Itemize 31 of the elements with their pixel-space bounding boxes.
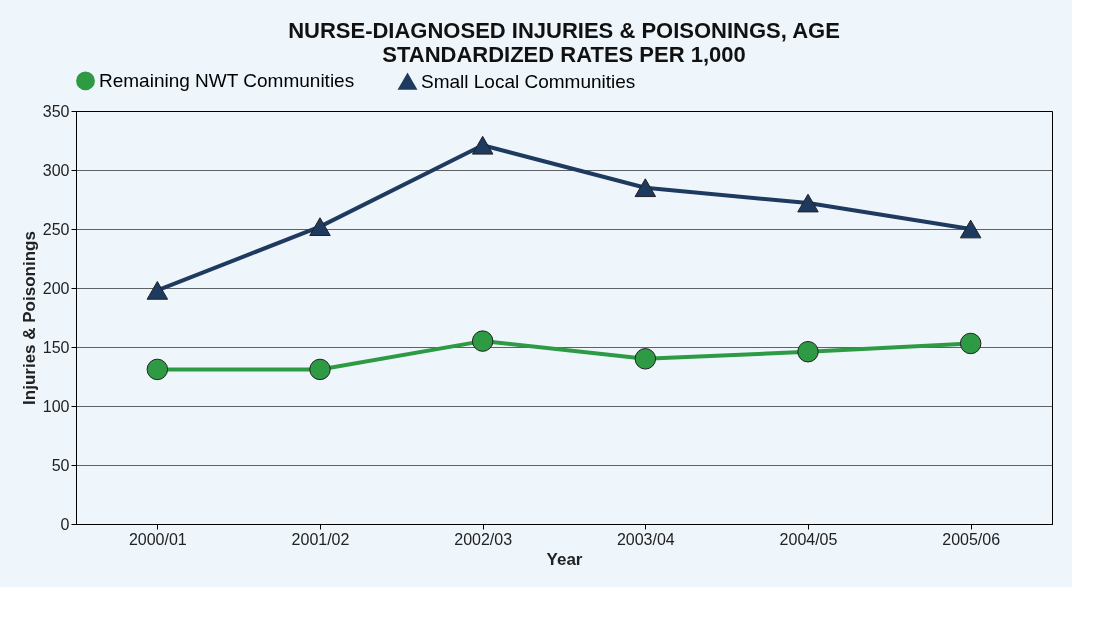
x-tick-label: 2005/06	[942, 530, 1001, 548]
legend-label: Small Local Communities	[421, 70, 636, 92]
y-tick-label: 150	[42, 338, 70, 356]
x-tick-label: 2003/04	[616, 530, 675, 548]
y-tick-label: 50	[51, 456, 70, 474]
point	[959, 219, 982, 239]
point	[959, 332, 982, 355]
point	[309, 217, 331, 237]
y-tick-label: 250	[42, 220, 70, 238]
chart-title: NURSE-DIAGNOSED INJURIES & POISONINGS, AGE STANDARDIZED RATES PER 1,000	[288, 18, 840, 67]
x-tick-label: 2001/02	[291, 530, 350, 548]
point	[471, 135, 494, 155]
point	[309, 358, 331, 381]
x-axis-title: Year	[546, 549, 583, 569]
y-tick-label: 0	[60, 515, 70, 533]
point	[797, 193, 819, 213]
point	[797, 340, 819, 363]
point	[634, 348, 657, 370]
x-tick-label: 2002/03	[454, 530, 513, 548]
x-tick-label: 2000/01	[128, 530, 187, 548]
y-tick-label: 350	[42, 102, 70, 120]
point	[146, 358, 169, 381]
y-tick-label: 300	[42, 161, 70, 179]
point	[471, 330, 494, 352]
point	[146, 280, 169, 300]
point	[634, 178, 657, 198]
y-tick-label: 100	[42, 397, 70, 415]
legend-label: Remaining NWT Communities	[99, 69, 355, 91]
x-tick-label: 2004/05	[779, 530, 838, 548]
y-tick-label: 200	[42, 279, 70, 297]
y-axis-title: Injuries & Poisonings	[19, 231, 39, 405]
